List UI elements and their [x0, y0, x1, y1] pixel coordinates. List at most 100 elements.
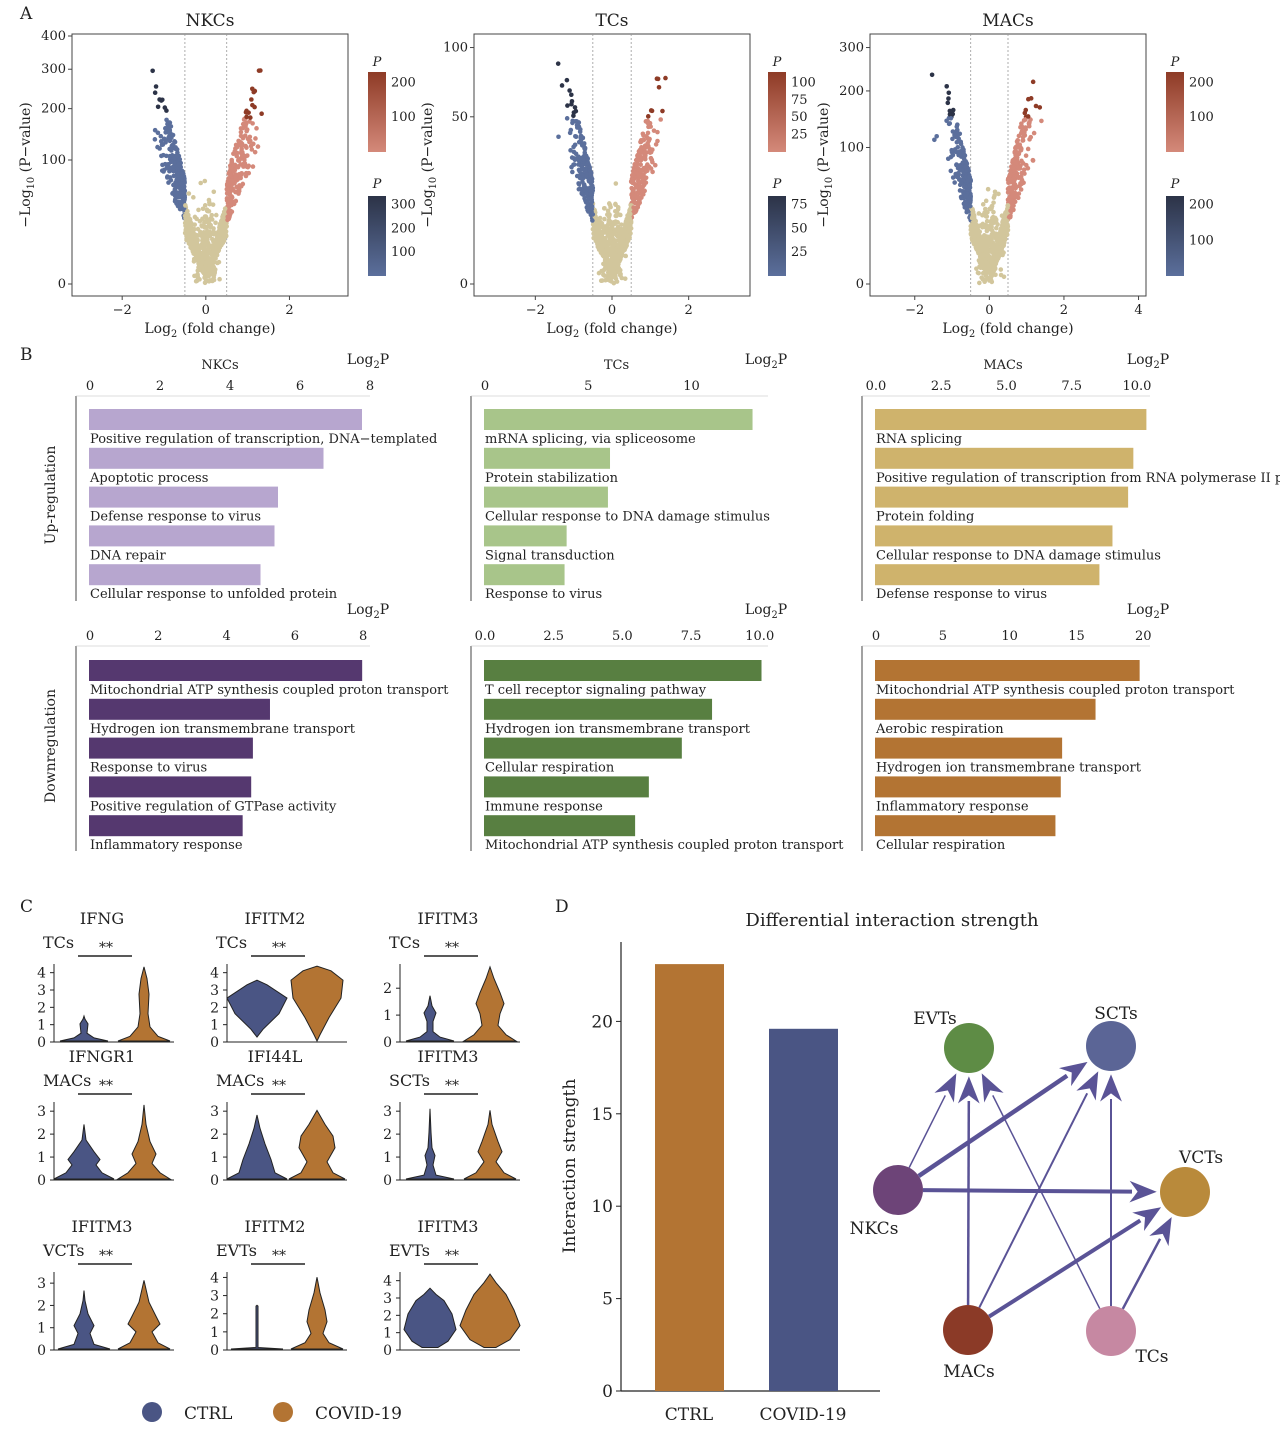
volcano-point: [211, 264, 217, 270]
go-tick-label: 0: [86, 379, 94, 394]
legend-tick-up: 200: [391, 75, 416, 90]
y-tick-label: 200: [839, 84, 864, 99]
go-bar: [875, 776, 1061, 798]
volcano-point: [579, 165, 585, 170]
volcano-point: [216, 236, 221, 242]
volcano-point: [160, 142, 166, 147]
volcano-point: [235, 144, 240, 149]
volcano-point: [223, 224, 229, 230]
volcano-point: [171, 173, 177, 179]
violin-shape: [117, 966, 171, 1042]
volcano-point: [199, 245, 205, 251]
volcano-point: [634, 157, 640, 162]
volcano-point: [223, 232, 229, 238]
volcano-point: [635, 190, 641, 195]
volcano-point: [238, 183, 244, 189]
bar-y-tick-label: 5: [602, 1290, 613, 1310]
volcano-point: [201, 230, 207, 235]
x-tick-label: 0: [202, 303, 210, 318]
volcano-point: [1007, 185, 1012, 190]
volcano-point: [967, 203, 973, 209]
go-tick-label: 2.5: [931, 379, 952, 394]
volcano-point: [253, 136, 258, 141]
volcano-point: [1017, 166, 1023, 171]
volcano-point: [574, 125, 580, 130]
node-evts: [944, 1023, 994, 1073]
legend-bar-down: [1166, 196, 1184, 276]
legend-tick-up: 100: [391, 110, 416, 125]
volcano-point: [155, 130, 161, 136]
violin-shape: [57, 1290, 111, 1350]
volcano-point: [608, 204, 613, 210]
volcano-point: [1001, 250, 1006, 255]
volcano-point: [225, 190, 231, 195]
volcano-point: [170, 190, 176, 196]
volcano-title: NKCs: [186, 11, 235, 31]
volcano-point: [642, 156, 647, 161]
volcano-point: [167, 138, 173, 144]
go-term-label: T cell receptor signaling pathway: [485, 683, 707, 698]
go-bar: [89, 815, 243, 837]
violin-tick: 1: [383, 1326, 392, 1342]
violin-tick: 2: [37, 1127, 46, 1143]
volcano-point: [571, 149, 577, 155]
volcano-point: [176, 162, 182, 168]
volcano-point: [190, 234, 196, 240]
volcano-point: [179, 173, 185, 179]
violin-tick: 1: [210, 1150, 219, 1166]
edge-arrowhead: [1055, 1060, 1090, 1090]
row-label-up: Up-regulation: [43, 446, 59, 545]
violin-panel: IFNGR1 MACs ** 0 1 2 3: [37, 1047, 174, 1189]
volcano-point: [950, 152, 956, 158]
volcano-point: [577, 175, 583, 181]
volcano-point: [197, 218, 203, 224]
volcano-point: [597, 215, 603, 221]
y-axis-label-sub: 10: [26, 177, 37, 189]
violin-tick: 2: [37, 1000, 46, 1016]
violin-tick: 4: [37, 966, 46, 982]
go-bar: [89, 447, 324, 469]
volcano-point: [200, 206, 206, 212]
volcano-point: [217, 221, 223, 227]
volcano-point: [615, 248, 621, 254]
volcano-point: [604, 241, 610, 246]
go-bar: [89, 698, 270, 720]
volcano-point: [612, 221, 618, 227]
go-term-label: Mitochondrial ATP synthesis coupled prot…: [485, 838, 844, 853]
legend-dot-ctrl: [142, 1402, 162, 1422]
volcano-point: [206, 217, 212, 222]
go-axis-title-sub: 2: [772, 360, 778, 371]
volcano-point: [183, 215, 189, 221]
volcano-point: [219, 229, 225, 235]
volcano-point: [248, 115, 253, 120]
volcano-point: [176, 185, 182, 190]
sig-label: **: [99, 940, 113, 956]
volcano-point: [648, 166, 654, 171]
go-bar: [89, 525, 275, 547]
volcano-point: [204, 266, 210, 272]
volcano-point: [974, 266, 979, 271]
volcano-point: [957, 149, 963, 154]
volcano-point: [598, 250, 604, 255]
violin-shape: [459, 1273, 521, 1348]
volcano-point: [636, 172, 642, 178]
volcano-points: [150, 68, 264, 286]
volcano-point: [168, 159, 174, 165]
volcano-point: [171, 182, 176, 188]
go-term-label: Cellular respiration: [485, 761, 615, 776]
go-bar: [484, 409, 753, 430]
volcano-point: [225, 181, 231, 187]
volcano-point: [190, 230, 196, 236]
x-axis-label: Log2 (fold change): [546, 321, 677, 340]
go-axis-title-post: P: [1160, 352, 1169, 368]
volcano-point: [1028, 134, 1034, 140]
violin-cell: SCTs: [389, 1071, 430, 1090]
volcano-point: [1025, 165, 1031, 171]
volcano-point: [234, 153, 240, 159]
violin-panel: IFITM3 TCs ** 0 1 2: [383, 909, 520, 1051]
volcano-point: [997, 233, 1003, 239]
go-bar: [875, 737, 1063, 759]
volcano-point: [224, 186, 230, 192]
violin-tick: 0: [210, 1173, 219, 1189]
